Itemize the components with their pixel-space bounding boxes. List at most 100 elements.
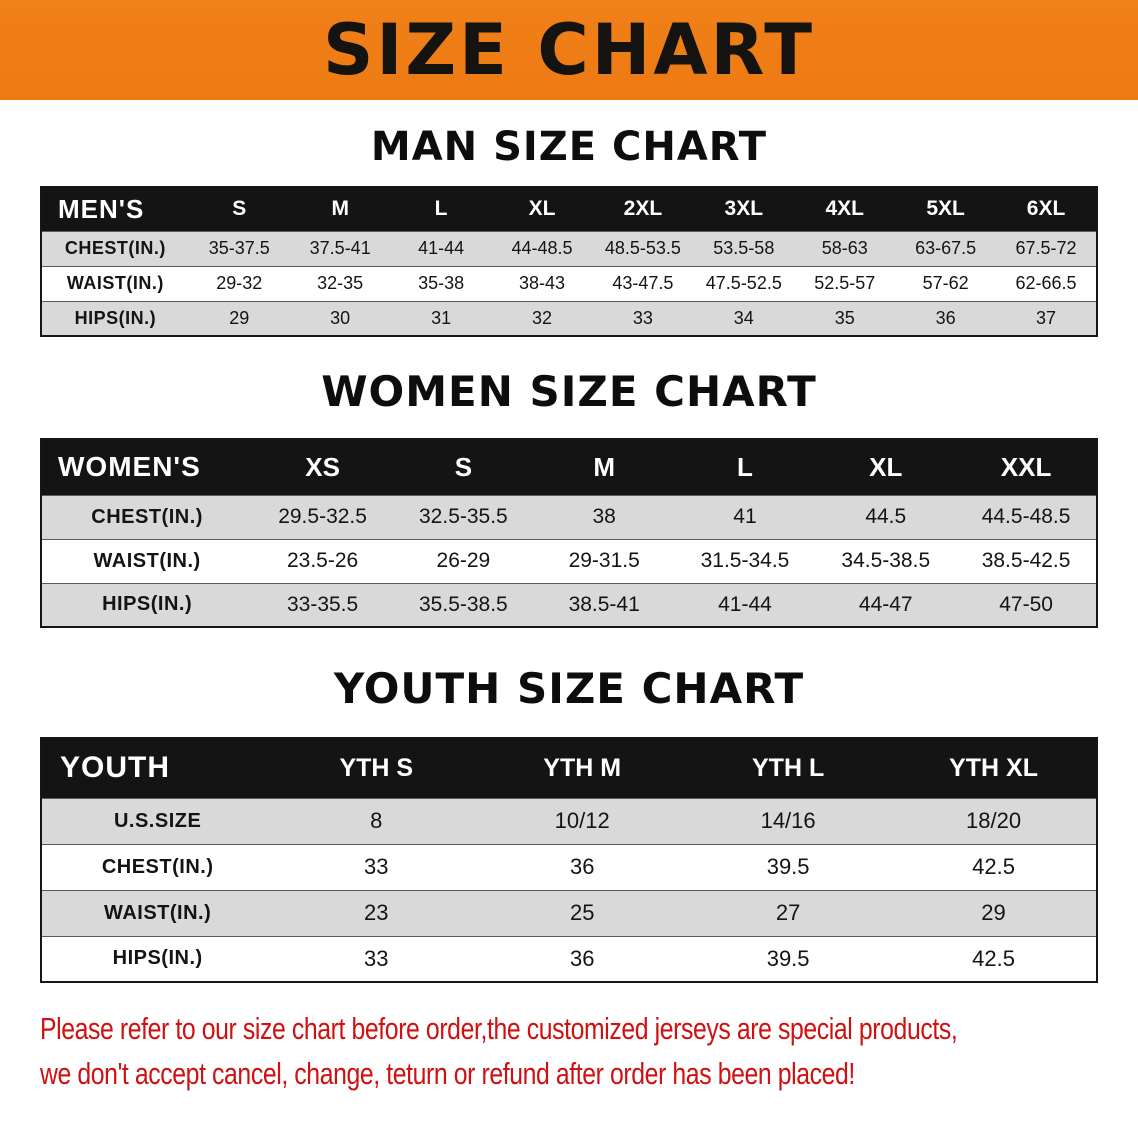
size-value-cell: 18/20 xyxy=(891,797,1097,844)
size-value-cell: 63-67.5 xyxy=(895,230,997,266)
size-column-header: 5XL xyxy=(895,187,997,231)
row-label: HIPS(IN.) xyxy=(41,582,253,627)
measurement-row: WAIST(IN.) 23 25 27 29 xyxy=(41,889,1097,936)
size-value-cell: 52.5-57 xyxy=(794,265,896,301)
section-youth: YOUTH SIZE CHART YOUTH YTH S YTH M YTH L YTH… xyxy=(0,664,1138,983)
measurement-row: CHEST(IN.) 35-37.5 37.5-41 41-44 44-48.5 48.5… xyxy=(41,230,1097,266)
row-label: WAIST(IN.) xyxy=(41,538,253,583)
size-value-cell: 57-62 xyxy=(895,265,997,301)
row-label: CHEST(IN.) xyxy=(41,494,253,539)
size-value-cell: 33 xyxy=(273,843,480,890)
measurement-row: CHEST(IN.) 33 36 39.5 42.5 xyxy=(41,843,1097,890)
size-value-cell: 39.5 xyxy=(685,843,892,890)
size-column-header: XXL xyxy=(956,439,1097,495)
page-title: SIZE CHART xyxy=(322,9,816,91)
disclaimer-line-1: Please refer to our size chart before or… xyxy=(40,1011,958,1046)
size-value-cell: 23.5-26 xyxy=(252,538,393,583)
size-column-header: 6XL xyxy=(996,187,1097,231)
size-value-cell: 29-31.5 xyxy=(533,538,675,583)
size-value-cell: 31.5-34.5 xyxy=(674,538,816,583)
size-value-cell: 47-50 xyxy=(956,582,1097,627)
size-value-cell: 42.5 xyxy=(891,843,1097,890)
size-column-header: L xyxy=(390,187,492,231)
measurement-row: WAIST(IN.) 29-32 32-35 35-38 38-43 43-47.5 47.… xyxy=(41,265,1097,301)
size-value-cell: 38.5-42.5 xyxy=(956,538,1097,583)
size-value-cell: 29-32 xyxy=(188,265,290,301)
size-column-header: S xyxy=(188,187,290,231)
size-value-cell: 58-63 xyxy=(794,230,896,266)
size-column-header: M xyxy=(533,439,675,495)
size-value-cell: 29.5-32.5 xyxy=(252,494,393,539)
size-value-cell: 42.5 xyxy=(891,935,1097,982)
size-value-cell: 32.5-35.5 xyxy=(392,494,534,539)
size-value-cell: 53.5-58 xyxy=(693,230,795,266)
size-value-cell: 32-35 xyxy=(289,265,391,301)
size-column-header: YTH L xyxy=(685,738,892,798)
size-value-cell: 38-43 xyxy=(491,265,593,301)
size-value-cell: 48.5-53.5 xyxy=(592,230,694,266)
size-value-cell: 36 xyxy=(479,843,686,890)
size-value-cell: 38.5-41 xyxy=(533,582,675,627)
row-label: U.S.SIZE xyxy=(41,797,274,844)
size-value-cell: 25 xyxy=(479,889,686,936)
size-value-cell: 36 xyxy=(895,300,997,336)
size-value-cell: 35.5-38.5 xyxy=(392,582,534,627)
row-label: CHEST(IN.) xyxy=(41,230,189,266)
size-value-cell: 10/12 xyxy=(479,797,686,844)
size-value-cell: 29 xyxy=(188,300,290,336)
size-value-cell: 29 xyxy=(891,889,1097,936)
size-column-header: M xyxy=(289,187,391,231)
table-header-row: WOMEN'S XS S M L XL XXL xyxy=(41,439,1097,495)
size-value-cell: 44.5-48.5 xyxy=(956,494,1097,539)
size-value-cell: 33-35.5 xyxy=(252,582,393,627)
section-men: MAN SIZE CHART MEN'S S M L XL 2XL 3XL 4XL 5XL 6XL… xyxy=(0,124,1138,337)
size-value-cell: 43-47.5 xyxy=(592,265,694,301)
table-header-label: MEN'S xyxy=(41,187,189,231)
table-header-row: MEN'S S M L XL 2XL 3XL 4XL 5XL 6XL xyxy=(41,187,1097,231)
row-label: WAIST(IN.) xyxy=(41,889,274,936)
size-value-cell: 35-37.5 xyxy=(188,230,290,266)
size-value-cell: 37 xyxy=(996,300,1097,336)
size-value-cell: 44.5 xyxy=(815,494,957,539)
section-title-youth: YOUTH SIZE CHART xyxy=(333,664,805,713)
disclaimer-line-2: we don't accept cancel, change, teturn o… xyxy=(40,1055,855,1091)
men-size-table: MEN'S S M L XL 2XL 3XL 4XL 5XL 6XL CHEST(IN.) 35-37… xyxy=(40,186,1098,337)
row-label: HIPS(IN.) xyxy=(41,935,274,982)
row-label: WAIST(IN.) xyxy=(41,265,189,301)
size-value-cell: 39.5 xyxy=(685,935,892,982)
size-value-cell: 67.5-72 xyxy=(996,230,1097,266)
size-column-header: 3XL xyxy=(693,187,795,231)
row-label: HIPS(IN.) xyxy=(41,300,189,336)
size-column-header: L xyxy=(674,439,816,495)
size-value-cell: 30 xyxy=(289,300,391,336)
disclaimer: Please refer to our size chart before or… xyxy=(0,983,1138,1097)
size-value-cell: 41-44 xyxy=(674,582,816,627)
size-value-cell: 37.5-41 xyxy=(289,230,391,266)
measurement-row: CHEST(IN.) 29.5-32.5 32.5-35.5 38 41 44.5 44.5… xyxy=(41,494,1097,539)
measurement-row: HIPS(IN.) 29 30 31 32 33 34 35 36 37 xyxy=(41,300,1097,336)
measurement-row: HIPS(IN.) 33-35.5 35.5-38.5 38.5-41 41-44 44-… xyxy=(41,582,1097,627)
size-value-cell: 62-66.5 xyxy=(996,265,1097,301)
size-value-cell: 33 xyxy=(273,935,480,982)
size-column-header: XL xyxy=(815,439,957,495)
size-value-cell: 35-38 xyxy=(390,265,492,301)
size-column-header: XS xyxy=(252,439,393,495)
size-value-cell: 35 xyxy=(794,300,896,336)
size-value-cell: 47.5-52.5 xyxy=(693,265,795,301)
women-size-table: WOMEN'S XS S M L XL XXL CHEST(IN.) 29.5-32.5 32.5… xyxy=(40,438,1098,628)
size-value-cell: 26-29 xyxy=(392,538,534,583)
measurement-row: U.S.SIZE 8 10/12 14/16 18/20 xyxy=(41,797,1097,844)
measurement-row: HIPS(IN.) 33 36 39.5 42.5 xyxy=(41,935,1097,982)
banner: SIZE CHART xyxy=(0,0,1138,100)
size-column-header: YTH S xyxy=(273,738,480,798)
size-value-cell: 27 xyxy=(685,889,892,936)
size-value-cell: 8 xyxy=(273,797,480,844)
size-value-cell: 23 xyxy=(273,889,480,936)
size-column-header: YTH M xyxy=(479,738,686,798)
size-value-cell: 41 xyxy=(674,494,816,539)
row-label: CHEST(IN.) xyxy=(41,843,274,890)
size-value-cell: 38 xyxy=(533,494,675,539)
size-value-cell: 44-48.5 xyxy=(491,230,593,266)
size-value-cell: 31 xyxy=(390,300,492,336)
